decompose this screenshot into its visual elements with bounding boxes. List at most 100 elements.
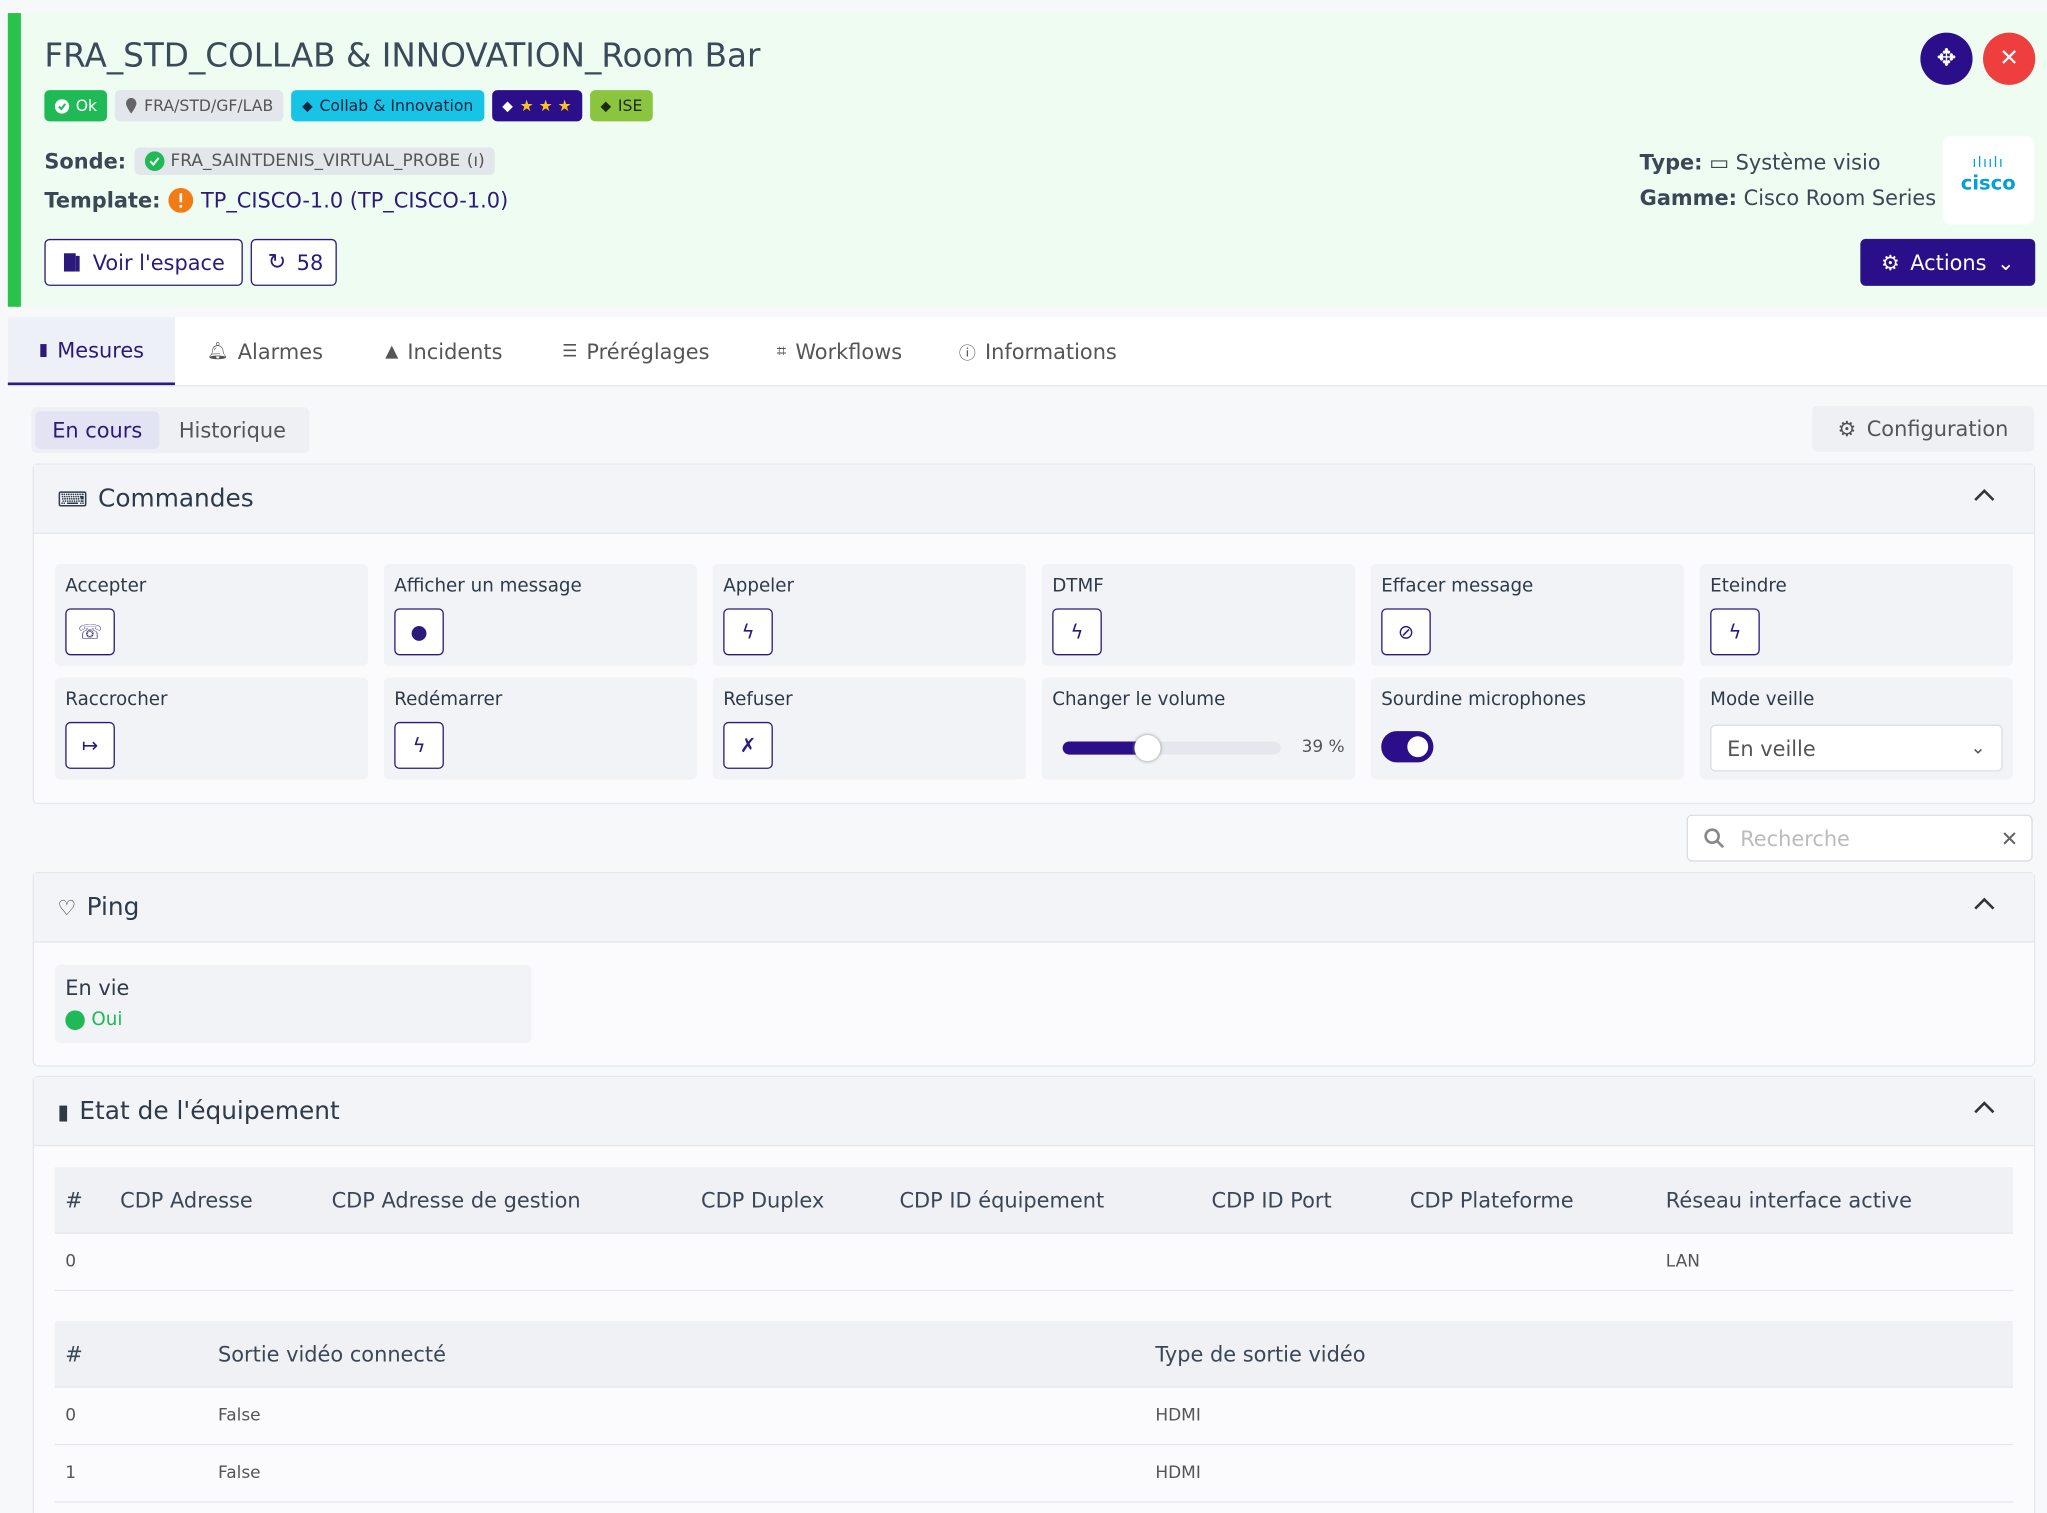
close-button[interactable]: ✕	[1983, 32, 2036, 85]
status-badge: Ok	[44, 90, 108, 122]
tab[interactable]: ☰ Préréglages	[533, 317, 739, 385]
tab[interactable]: ⌗ Workflows	[739, 317, 940, 385]
template-label: Template:	[44, 187, 161, 213]
command: Appeler ϟ	[712, 563, 1027, 666]
logo-text: cisco	[1960, 171, 2016, 195]
gamme-row: Gamme: Cisco Room Series	[1640, 185, 1936, 210]
tag-badge: ⬥ Collab & Innovation	[291, 90, 484, 122]
column-header: CDP Duplex	[701, 1187, 825, 1213]
tag-badge: ⬥ ISE	[589, 90, 653, 122]
tag-text: ISE	[617, 96, 643, 115]
table-cell: False	[218, 1405, 261, 1425]
select-value: En veille	[1727, 735, 1816, 761]
command-button[interactable]: ⊘	[1381, 608, 1431, 656]
command-label: Eteindre	[1710, 575, 1787, 597]
tab-icon: ⌗	[776, 341, 787, 361]
template-row: Template: TP_CISCO-1.0 (TP_CISCO-1.0)	[44, 187, 509, 213]
table-header: # CDP Adresse CDP Adresse de gestion CDP Du…	[54, 1167, 2014, 1234]
rating-badge: ⬥ ★ ★ ★	[491, 90, 583, 122]
commandes-card: ⌨ Commandes Accepter ☏ Afficher un message ●…	[32, 463, 2036, 805]
card-header[interactable]: ▮ Etat de l'équipement	[33, 1077, 2034, 1147]
volume-fill	[1062, 741, 1148, 755]
volume-track[interactable]	[1062, 734, 1281, 762]
type-value: Système visio	[1735, 150, 1881, 175]
command-label: DTMF	[1052, 575, 1104, 597]
command-button[interactable]: ↦	[65, 721, 115, 769]
table-cell: HDMI	[1155, 1462, 1201, 1483]
expand-button[interactable]: ✥	[1920, 32, 1973, 85]
actions-button[interactable]: ⚙ Actions ⌄	[1860, 238, 2036, 286]
card-title: Etat de l'équipement	[79, 1096, 340, 1126]
command-button[interactable]: ϟ	[1052, 608, 1102, 656]
vendor-logo: ılıılı cisco	[1942, 135, 2034, 225]
command: Effacer message ⊘	[1370, 563, 1685, 666]
config-button[interactable]: ⚙ Configuration	[1812, 406, 2034, 452]
subtab[interactable]: Historique	[178, 417, 286, 443]
template-value[interactable]: TP_CISCO-1.0 (TP_CISCO-1.0)	[200, 187, 509, 213]
tab-label: Mesures	[57, 337, 145, 363]
tab-icon: ▮	[38, 340, 49, 360]
location-badge: FRA/STD/GF/LAB	[115, 90, 284, 122]
device-title: FRA_STD_COLLAB & INNOVATION_Room Bar	[44, 36, 761, 75]
command-label: Afficher un message	[394, 575, 582, 597]
toggle[interactable]	[1381, 731, 1434, 763]
subtab[interactable]: En cours	[35, 411, 160, 450]
ping-label: En vie	[65, 975, 130, 1000]
toggle-knob	[1407, 736, 1429, 758]
column-header: Sortie vidéo connecté	[218, 1341, 446, 1367]
view-space-text: Voir l'espace	[92, 249, 225, 275]
column-header: #	[65, 1341, 83, 1367]
card-header[interactable]: ⌨ Commandes	[33, 464, 2034, 534]
select-arrow: ⌄	[1970, 737, 1986, 759]
card-title: Ping	[86, 892, 140, 922]
tab-icon: 🔔︎	[207, 341, 229, 361]
header-buttons: Voir l'espace ↻ 58	[44, 238, 337, 286]
tab[interactable]: ▮ Mesures	[7, 317, 175, 386]
column-header: CDP Adresse	[120, 1187, 253, 1213]
sonde-row: Sonde: FRA_SAINTDENIS_VIRTUAL_PROBE (ı)	[44, 147, 496, 175]
table-cell: 1	[65, 1462, 77, 1483]
ping-item: En vie Oui	[54, 964, 532, 1044]
command-label: Sourdine microphones	[1381, 689, 1587, 711]
column-header: #	[65, 1187, 83, 1213]
tab-icon: ⓘ	[958, 343, 976, 364]
command-button[interactable]: ●	[394, 608, 444, 656]
card-header[interactable]: ♡ Ping	[33, 873, 2034, 943]
command: Accepter ☏	[54, 563, 369, 666]
command: Redémarrer ϟ	[383, 677, 698, 780]
table-row: 0 False HDMI	[54, 1386, 2014, 1446]
column-header: CDP Plateforme	[1409, 1187, 1574, 1213]
card-title: Commandes	[98, 484, 254, 514]
search-placeholder: Recherche	[1740, 825, 1850, 851]
actions-text: Actions	[1910, 249, 1987, 275]
volume-value: 39 %	[1301, 737, 1345, 758]
command-button[interactable]: ϟ	[723, 608, 773, 656]
command-button[interactable]: ☏	[65, 608, 115, 656]
sonde-value[interactable]: FRA_SAINTDENIS_VIRTUAL_PROBE	[170, 151, 461, 172]
status-text: Ok	[75, 96, 98, 115]
command-label: Effacer message	[1381, 575, 1534, 597]
command-button[interactable]: ϟ	[1710, 608, 1760, 656]
search-box[interactable]: Recherche ✕	[1686, 814, 2033, 862]
tab-label: Workflows	[795, 338, 903, 364]
view-space-button[interactable]: Voir l'espace	[44, 238, 243, 286]
tab-label: Préréglages	[586, 338, 710, 364]
table-header: # Sortie vidéo connecté Type de sortie vid…	[54, 1321, 2014, 1388]
column-header: Type de sortie vidéo	[1155, 1341, 1366, 1367]
command: Sourdine microphones	[1370, 677, 1685, 780]
command: Changer le volume 39 %	[1041, 677, 1356, 780]
volume-thumb[interactable]	[1134, 734, 1161, 762]
select[interactable]: En veille ⌄	[1710, 724, 2003, 772]
tab[interactable]: ⓘ Informations	[940, 317, 1136, 385]
command-button[interactable]: ✗	[723, 721, 773, 769]
refresh-button[interactable]: ↻ 58	[250, 238, 337, 286]
tab[interactable]: 🔔︎ Alarmes	[175, 317, 355, 385]
command: Eteindre ϟ	[1699, 563, 2014, 666]
command-button[interactable]: ϟ	[394, 721, 444, 769]
subtab-bar: En cours Historique	[31, 407, 310, 454]
tab[interactable]: ▲ Incidents	[355, 317, 533, 385]
table-row: 1 False HDMI	[54, 1444, 2014, 1503]
command-label: Accepter	[65, 575, 147, 597]
command: Afficher un message ●	[383, 563, 698, 666]
tab-bar: ▮ Mesures 🔔︎ Alarmes ▲ Incidents ☰ Préréglages ⌗…	[7, 317, 2047, 387]
